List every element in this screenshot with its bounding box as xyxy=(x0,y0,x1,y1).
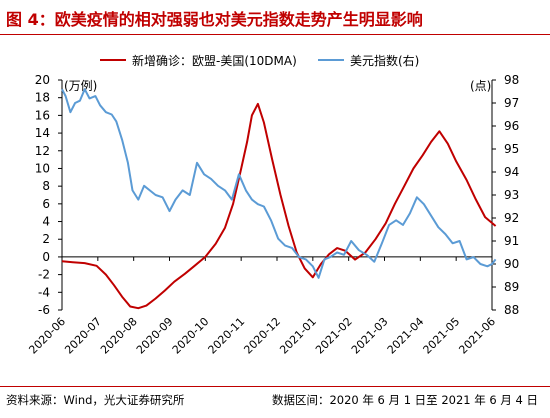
x-tick-label: 2020-06 xyxy=(26,315,68,357)
chart-lines xyxy=(61,88,497,310)
right-axis-unit: (点) xyxy=(470,79,491,93)
left-tick-label: -6 xyxy=(38,303,50,317)
left-tick-label: 0 xyxy=(42,250,50,264)
x-tick-label: 2021-04 xyxy=(385,315,427,357)
right-tick-label: 97 xyxy=(504,96,519,110)
left-tick-label: 16 xyxy=(35,108,50,122)
left-tick-label: -4 xyxy=(38,285,50,299)
left-tick-label: 6 xyxy=(42,197,50,211)
left-axis-unit: (万例) xyxy=(64,79,97,93)
left-tick-label: 8 xyxy=(42,179,50,193)
figure-title: 图 4：欧美疫情的相对强弱也对美元指数走势产生明显影响 xyxy=(6,10,423,29)
right-tick-label: 95 xyxy=(504,142,519,156)
source-note: 资料来源：Wind，光大证券研究所 xyxy=(6,393,185,407)
x-tick-label: 2021-06 xyxy=(456,315,498,357)
cases-diff-line xyxy=(61,102,497,310)
x-tick-label: 2020-10 xyxy=(170,315,212,357)
title-divider xyxy=(0,34,550,35)
chart-axes: -6 -4 -2 0 2 4 6 8 10 12 14 16 18 20 88 89 90 91 92 93 94 95 9… xyxy=(26,73,519,357)
legend-label: 美元指数(右) xyxy=(350,53,419,68)
x-tick-label: 2020-08 xyxy=(98,315,140,357)
right-tick-label: 93 xyxy=(504,188,519,202)
x-tick-label: 2021-01 xyxy=(277,315,319,357)
right-tick-label: 89 xyxy=(504,280,519,294)
left-tick-label: 14 xyxy=(35,126,50,140)
left-tick-label: 10 xyxy=(35,161,50,175)
chart: -6 -4 -2 0 2 4 6 8 10 12 14 16 18 20 88 89 90 91 92 93 94 95 9… xyxy=(26,53,519,357)
right-tick-label: 94 xyxy=(504,165,519,179)
chart-legend: 新增确诊：欧盟-美国(10DMA) 美元指数(右) xyxy=(100,53,419,68)
x-tick-label: 2020-09 xyxy=(134,315,176,357)
x-tick-label: 2021-03 xyxy=(349,315,391,357)
right-tick-label: 88 xyxy=(504,303,519,317)
right-tick-label: 98 xyxy=(504,73,519,87)
left-tick-label: 12 xyxy=(35,144,50,158)
dollar-index-line xyxy=(61,88,497,279)
right-tick-label: 92 xyxy=(504,211,519,225)
x-tick-label: 2021-02 xyxy=(313,315,355,357)
footer-divider xyxy=(0,386,550,387)
right-tick-label: 90 xyxy=(504,257,519,271)
left-tick-label: 20 xyxy=(35,73,50,87)
right-tick-label: 96 xyxy=(504,119,519,133)
left-tick-label: 18 xyxy=(35,91,50,105)
date-range-note: 数据区间：2020 年 6 月 1 日至 2021 年 6 月 4 日 xyxy=(271,393,538,407)
left-tick-label: 2 xyxy=(42,232,50,246)
x-tick-label: 2021-05 xyxy=(421,315,463,357)
x-tick-label: 2020-11 xyxy=(206,315,248,357)
right-tick-label: 91 xyxy=(504,234,519,248)
x-tick-label: 2020-07 xyxy=(62,315,104,357)
x-tick-label: 2020-12 xyxy=(241,315,283,357)
left-tick-label: -2 xyxy=(38,268,50,282)
legend-label: 新增确诊：欧盟-美国(10DMA) xyxy=(132,53,297,68)
left-tick-label: 4 xyxy=(42,215,50,229)
